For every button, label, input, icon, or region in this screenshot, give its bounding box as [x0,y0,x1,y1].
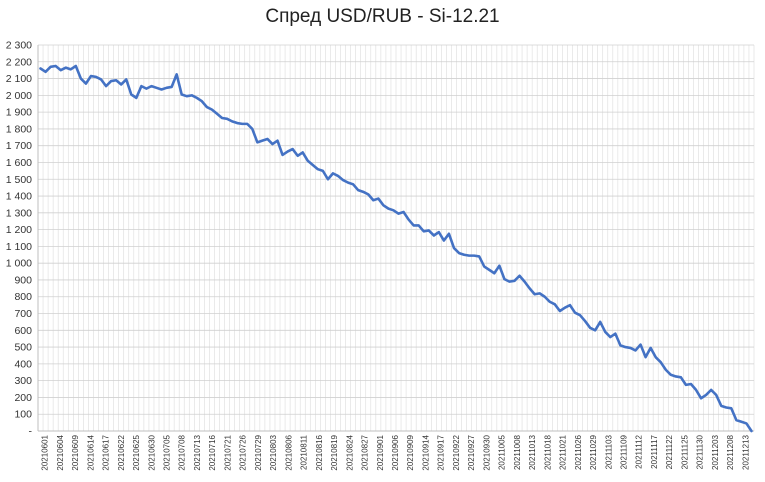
y-tick-label: - [29,426,33,438]
x-tick-label: 20210914 [421,434,430,470]
x-tick-label: 20211213 [741,434,750,470]
x-tick-label: 20210806 [284,434,293,470]
x-tick-label: 20210625 [132,434,141,470]
x-tick-label: 20210922 [452,434,461,470]
y-tick-label: 100 [14,409,32,421]
y-tick-label: 200 [14,392,32,404]
x-tick-label: 20211112 [635,434,644,468]
y-tick-label: 1 000 [6,258,32,270]
y-tick-label: 2 200 [6,56,32,68]
x-tick-label: 20210614 [86,434,95,470]
y-tick-label: 500 [14,342,32,354]
y-tick-label: 400 [14,358,32,370]
y-tick-label: 900 [14,274,32,286]
x-tick-label: 20210716 [208,434,217,470]
y-tick-label: 1 700 [6,140,32,152]
x-tick-label: 20210824 [345,434,354,470]
y-axis-ticks: - 100 200 300 400 500 600 700 800 900 1 000 1 100 1 … [6,40,33,438]
grid-lines [37,44,755,432]
x-axis-ticks: 20210601 20210604 20210609 20210614 20210617… [41,434,751,470]
y-tick-label: 1 400 [6,191,32,203]
x-tick-label: 20210901 [376,434,385,470]
x-tick-label: 20211103 [604,434,613,469]
y-tick-label: 1 200 [6,224,32,236]
x-tick-label: 20210930 [482,434,491,470]
y-tick-label: 1 900 [6,107,32,119]
y-tick-label: 300 [14,375,32,387]
x-tick-label: 20210721 [223,434,232,470]
series-layer [39,64,753,433]
x-tick-label: 20210713 [193,434,202,470]
x-tick-label: 20210816 [315,434,324,470]
x-tick-label: 20211203 [711,434,720,470]
x-tick-label: 20210803 [269,434,278,470]
x-tick-label: 20211208 [726,434,735,470]
x-tick-label: 20210604 [56,434,65,470]
y-tick-label: 1 300 [6,207,32,219]
x-tick-label: 20211122 [665,434,674,469]
x-tick-label: 20211026 [574,434,583,470]
x-tick-label: 20211008 [513,434,522,470]
x-tick-label: 20210617 [102,434,111,470]
x-tick-label: 20211117 [650,434,659,468]
x-tick-label: 20210729 [254,434,263,470]
x-tick-label: 20210827 [361,434,370,470]
y-tick-label: 2 300 [6,40,32,52]
x-tick-label: 20211005 [498,434,507,470]
x-tick-label: 20211109 [620,434,629,469]
y-tick-label: 1 100 [6,241,32,253]
y-tick-label: 2 000 [6,90,32,102]
y-tick-label: 1 600 [6,157,32,169]
x-tick-label: 20210927 [467,434,476,470]
x-tick-label: 20210601 [41,434,50,470]
y-tick-label: 1 500 [6,174,32,186]
x-tick-label: 20210705 [162,434,171,470]
x-tick-label: 20211130 [696,434,705,469]
y-tick-label: 600 [14,325,32,337]
x-tick-label: 20210726 [239,434,248,470]
x-tick-label: 20211125 [680,434,689,469]
series-line [39,64,753,433]
x-tick-label: 20211021 [559,434,568,470]
x-tick-label: 20210917 [437,434,446,470]
x-tick-label: 20210819 [330,434,339,470]
x-tick-label: 20210909 [406,434,415,470]
axes [37,45,754,432]
y-tick-label: 2 100 [6,73,32,85]
x-tick-label: 20211029 [589,434,598,470]
y-tick-label: 1 800 [6,123,32,135]
x-tick-label: 20210708 [178,434,187,470]
x-tick-label: 20211018 [543,434,552,470]
x-tick-label: 20210630 [147,434,156,470]
x-tick-label: 20211013 [528,434,537,470]
x-tick-label: 20210622 [117,434,126,470]
chart-title: Спред USD/RUB - Si-12.21 [265,6,500,27]
y-tick-label: 800 [14,291,32,303]
y-tick-label: 700 [14,308,32,320]
x-tick-label: 20210609 [71,434,80,470]
x-tick-label: 20210906 [391,434,400,470]
x-tick-label: 20210811 [300,434,309,470]
